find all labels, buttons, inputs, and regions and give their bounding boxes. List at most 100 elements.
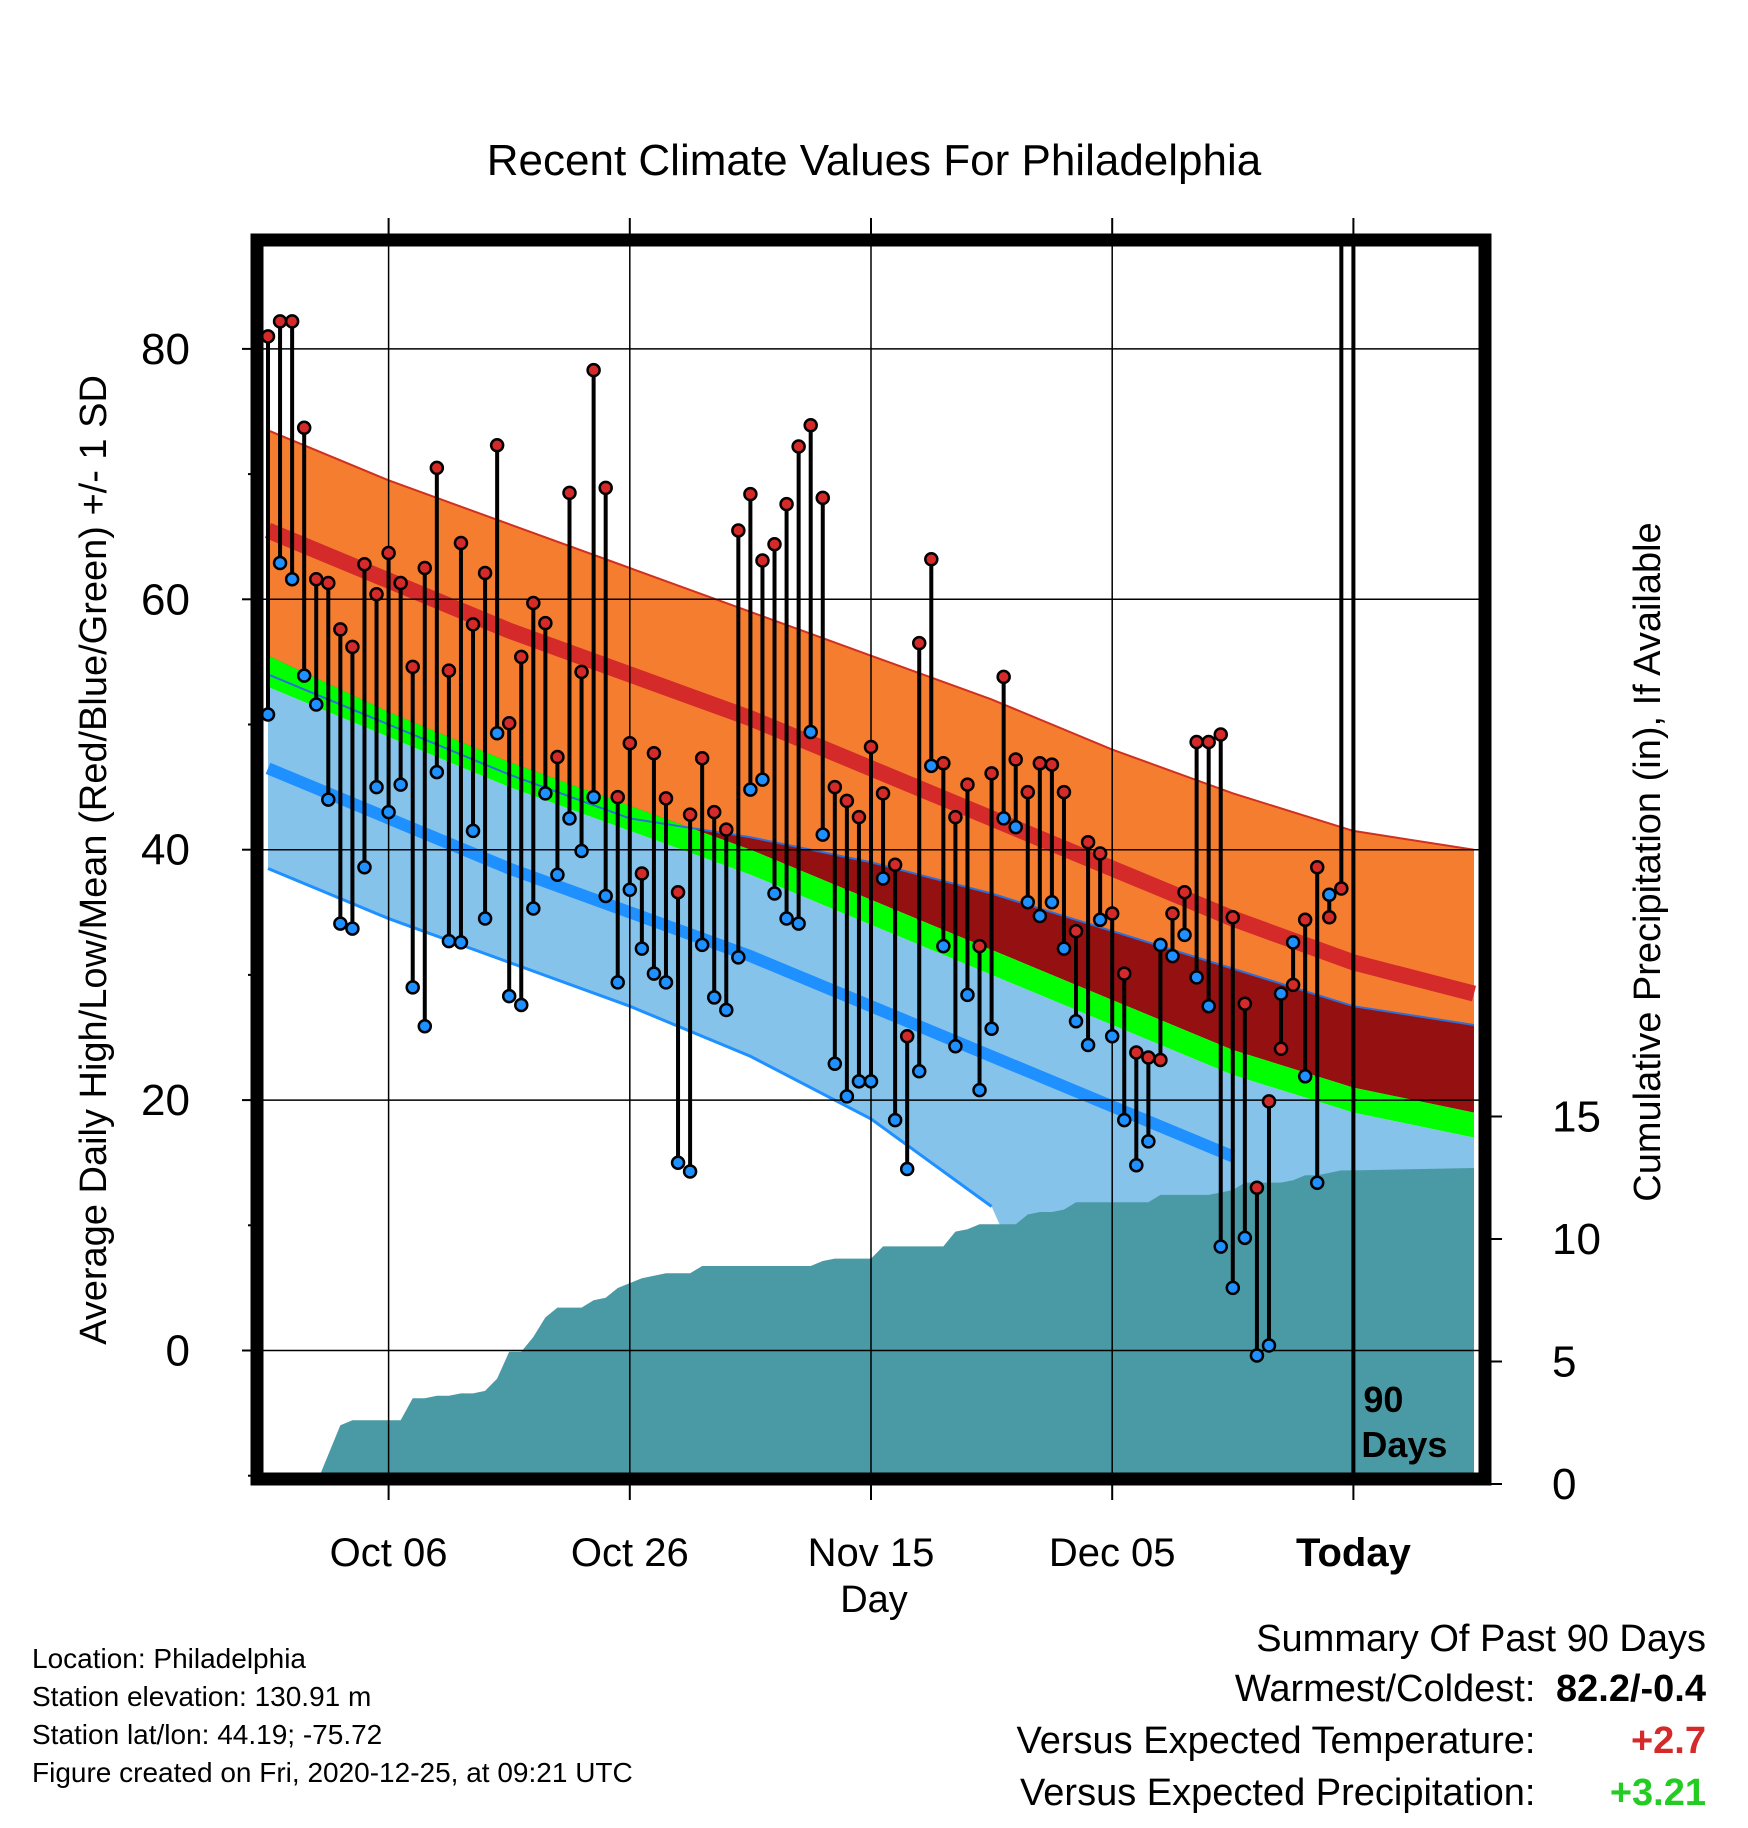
high-marker [1273,1041,1289,1057]
y2-tick-label: 5 [1552,1338,1576,1387]
high-marker [1080,834,1096,850]
low-marker [1141,1134,1156,1149]
high-marker [501,715,517,731]
high-marker [417,560,433,576]
low-marker [1092,912,1108,928]
low-marker [586,789,601,805]
high-marker [489,438,505,453]
high-marker [646,746,662,761]
low-marker [526,901,541,916]
high-marker [1225,910,1241,925]
high-marker [393,575,408,591]
high-marker [1044,757,1060,772]
low-marker [851,1074,867,1089]
high-marker [634,866,650,881]
high-marker [514,649,529,665]
high-marker [333,622,348,637]
high-marker [622,736,638,751]
low-marker [743,782,758,797]
high-marker [1032,756,1048,771]
axes: 0 20 40 60 80 0 5 10 15 Oct 06 Oct 26 Nov 15 Dec 05 T… [141,218,1601,1575]
high-marker [899,1028,915,1044]
chart-title: Recent Climate Values For Philadelphia [487,136,1262,185]
high-marker [984,766,999,781]
summary-heading: Summary Of Past 90 Days [1256,1618,1706,1660]
low-marker [911,1064,927,1079]
low-marker [345,921,360,936]
high-marker [670,885,686,900]
high-marker [767,536,782,552]
low-marker [719,1002,734,1018]
high-marker [936,756,951,771]
high-marker [526,595,541,611]
high-marker [887,857,903,872]
station-info: Location: Philadelphia Station elevation… [32,1640,633,1792]
today-days-label: Days [1361,1424,1447,1465]
high-marker [1285,977,1301,993]
high-marker [706,804,722,820]
low-marker [514,997,529,1013]
high-marker [381,545,396,561]
summary-temp-row: Versus Expected Temperature: +2.7 [1017,1720,1706,1763]
y-tick-label: 0 [166,1327,190,1376]
low-marker [381,804,396,820]
low-marker [296,668,312,683]
low-marker [321,792,336,807]
elevation-text: Station elevation: 130.91 m [32,1681,372,1712]
low-marker [1335,0,1347,6]
summary-warmest-row: Warmest/Coldest: 82.2/-0.4 [1235,1668,1706,1711]
high-marker [875,786,891,801]
low-marker [984,1021,999,1036]
low-marker [899,1161,915,1177]
low-marker [1249,1348,1265,1363]
low-marker [960,987,975,1003]
temp-value: +2.7 [1630,1720,1706,1762]
low-marker [393,777,408,792]
high-marker [972,938,987,954]
low-marker [1322,887,1337,903]
low-marker [429,764,445,780]
low-marker [489,726,505,741]
high-marker [1249,1180,1265,1195]
y-tick-label: 80 [141,325,190,374]
precip-label: Versus Expected Precipitation: [1020,1772,1536,1814]
low-marker [308,697,324,712]
precip-value: +3.21 [1609,1772,1706,1814]
y-axis-label: Average Daily High/Low/Mean (Red/Blue/Gr… [73,375,115,1345]
y2-tick-label: 10 [1552,1215,1601,1264]
high-marker [924,551,939,567]
low-marker [1044,895,1060,910]
low-marker [453,935,469,950]
high-marker [1297,912,1313,928]
low-marker [1104,1028,1120,1044]
high-marker [538,615,553,631]
warmest-value: 82.2/-0.4 [1556,1668,1706,1710]
high-marker [1104,906,1120,921]
high-marker [815,490,831,506]
high-marker [779,496,794,512]
x-tick-label: Dec 05 [1049,1531,1176,1575]
high-marker [743,486,758,502]
y2-axis-label: Cumulative Precipitation (in), If Availa… [1627,522,1669,1201]
x-tick-label: Nov 15 [808,1531,935,1575]
low-marker [646,966,662,981]
high-marker [562,485,577,501]
high-marker [477,565,493,581]
low-marker [622,882,638,898]
high-marker [1056,784,1072,800]
low-marker [405,980,420,995]
low-marker [562,811,577,826]
warmest-label: Warmest/Coldest: [1234,1668,1536,1710]
low-marker [550,867,565,882]
low-marker [477,911,493,926]
high-marker [345,639,360,655]
low-marker [1225,1280,1241,1296]
low-marker [731,950,746,965]
low-marker [1213,1239,1228,1254]
low-marker [272,555,288,571]
high-marker [429,460,445,476]
low-marker [1153,937,1168,953]
high-marker [441,663,457,678]
